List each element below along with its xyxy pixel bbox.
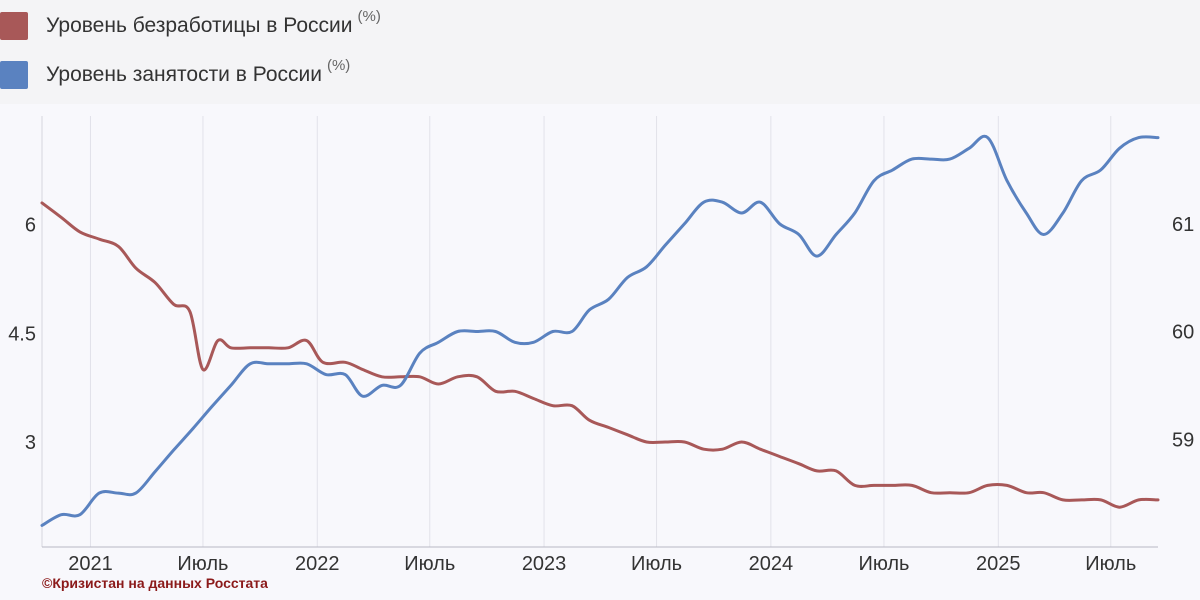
x-tick-label-9: Июль [1085,553,1136,575]
x-tick-label-6: 2024 [749,553,794,575]
x-tick-label-2: 2022 [295,553,340,575]
legend-swatch-unemployment [0,12,28,40]
legend-item-unemployment[interactable]: Уровень безработицы в России (%) [0,7,381,42]
legend-unit-unemployment: (%) [357,7,381,25]
y-left-tick-label-0: 6 [25,215,36,237]
y-right-tick-label-1: 60 [1172,322,1194,344]
series-line-unemployment [40,201,1160,509]
chart-legend: Уровень безработицы в России (%) Уровень… [0,0,1200,104]
series-line-employment [40,134,1160,527]
legend-label-unemployment: Уровень безработицы в России [46,14,353,37]
x-tick-label-1: Июль [177,553,228,575]
y-left-tick-label-2: 3 [25,432,36,454]
legend-swatch-employment [0,61,28,89]
x-tick-label-3: Июль [404,553,455,575]
legend-item-employment[interactable]: Уровень занятости в России (%) [0,56,351,91]
x-tick-label-8: 2025 [976,553,1021,575]
x-tick-label-4: 2023 [522,553,567,575]
x-tick-label-7: Июль [858,553,909,575]
y-right-tick-label-2: 59 [1172,429,1194,451]
y-left-tick-label-1: 4.5 [8,323,36,345]
y-right-tick-label-0: 61 [1172,214,1194,236]
line-chart: 2021 Июль 2022 Июль 2023 Июль 2024 Июль 2025 Июль… [8,116,1194,575]
x-tick-label-5: Июль [631,553,682,575]
x-tick-label-0: 2021 [68,553,113,575]
legend-label-employment: Уровень занятости в России [46,63,322,86]
source-credit: ©Кризистан на данных Росстата [42,575,268,591]
legend-unit-employment: (%) [326,56,351,74]
